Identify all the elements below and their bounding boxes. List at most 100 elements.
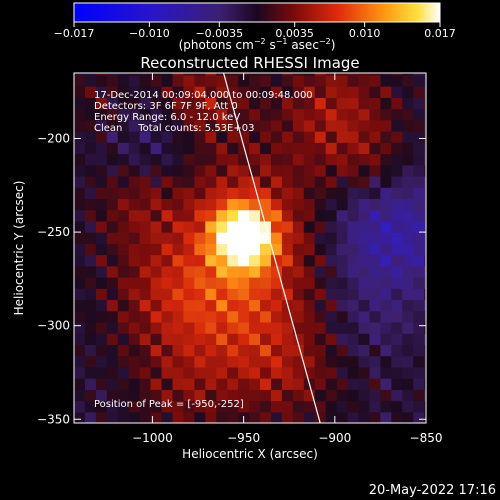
heatmap-cell (303, 321, 316, 334)
heatmap-cell (84, 86, 97, 98)
heatmap-cell (391, 220, 403, 233)
heatmap-cell (150, 366, 163, 379)
heatmap-cell (358, 220, 371, 233)
heatmap-cell (172, 277, 185, 289)
heatmap-cell (161, 400, 174, 413)
heatmap-cell (336, 153, 349, 166)
heatmap-cell (238, 243, 250, 256)
heatmap-cell (95, 389, 108, 402)
heatmap-cell (205, 344, 217, 357)
heatmap-cell (336, 209, 349, 222)
heatmap-cell (270, 97, 283, 110)
heatmap-cell (216, 74, 228, 87)
heatmap-cell (336, 220, 349, 233)
heatmap-cell (227, 153, 239, 166)
heatmap-cell (413, 299, 425, 312)
heatmap-cell (260, 254, 272, 267)
heatmap-cell (249, 86, 261, 98)
x-tick-label: −950 (227, 431, 260, 445)
heatmap-cell (74, 86, 86, 98)
heatmap-cell (194, 153, 206, 166)
heatmap-cell (106, 299, 119, 312)
heatmap-cell (325, 366, 338, 379)
heatmap-cell (336, 400, 349, 413)
heatmap-cell (336, 411, 349, 423)
heatmap-cell (281, 400, 294, 413)
annotation-energy-range: Energy Range: 6.0 - 12.0 keV (94, 112, 240, 123)
heatmap-cell (424, 400, 426, 413)
heatmap-cell (238, 119, 250, 132)
heatmap-cell (281, 108, 294, 121)
heatmap-cell (391, 299, 403, 312)
x-tick-label: −1000 (132, 431, 173, 445)
heatmap-cell (303, 411, 316, 423)
heatmap-cell (161, 73, 174, 76)
heatmap-cell (270, 366, 283, 379)
heatmap-cell (194, 389, 206, 402)
heatmap-cell (424, 299, 426, 312)
heatmap-cell (325, 288, 338, 301)
heatmap-cell (358, 153, 371, 166)
heatmap-cell (183, 344, 195, 357)
heatmap-cell (336, 243, 349, 256)
heatmap-cell (227, 389, 239, 402)
heatmap-cell (413, 333, 425, 345)
heatmap-cell (172, 378, 185, 390)
heatmap-cell (314, 86, 327, 98)
heatmap-cell (139, 164, 152, 177)
heatmap-cell (128, 97, 141, 110)
heatmap-cell (128, 288, 141, 301)
heatmap-cell (270, 299, 283, 312)
heatmap-cell (183, 378, 195, 390)
heatmap-cell (292, 333, 305, 345)
heatmap-cell (336, 86, 349, 98)
heatmap-cell (424, 378, 426, 390)
heatmap-cell (95, 265, 108, 278)
heatmap-cell (238, 153, 250, 166)
heatmap-cell (260, 153, 272, 166)
heatmap-cell (270, 209, 283, 222)
heatmap-cell (281, 198, 294, 211)
heatmap-cell (117, 97, 130, 110)
heatmap-cell (194, 344, 206, 357)
heatmap-cell (106, 265, 119, 278)
heatmap-cell (249, 277, 261, 289)
heatmap-cell (314, 153, 327, 166)
heatmap-cell (358, 277, 371, 289)
heatmap-cells (74, 73, 426, 423)
heatmap-cell (227, 108, 239, 121)
heatmap-cell (314, 131, 327, 143)
heatmap-cell (369, 411, 382, 423)
heatmap-cell (336, 254, 349, 267)
heatmap-cell (314, 254, 327, 267)
heatmap-cell (117, 288, 130, 301)
heatmap-cell (391, 288, 403, 301)
heatmap-cell (303, 333, 316, 345)
heatmap-cell (150, 108, 163, 121)
heatmap-cell (391, 344, 403, 357)
heatmap-cell (369, 254, 382, 267)
heatmap-cell (303, 243, 316, 256)
heatmap-cell (74, 265, 86, 278)
heatmap-cell (369, 198, 382, 211)
heatmap-cell (260, 108, 272, 121)
heatmap-cell (150, 310, 163, 323)
heatmap-cell (391, 265, 403, 278)
heatmap-cell (84, 366, 97, 379)
heatmap-cell (314, 97, 327, 110)
heatmap-cell (281, 131, 294, 143)
colorbar-tick-label: 0.0035 (275, 27, 314, 40)
heatmap-cell (95, 220, 108, 233)
heatmap-cell (391, 232, 403, 244)
heatmap-cell (347, 142, 360, 155)
heatmap-cell (369, 378, 382, 390)
heatmap-cell (84, 344, 97, 357)
heatmap-cell (194, 187, 206, 200)
heatmap-cell (336, 142, 349, 155)
heatmap-cell (358, 74, 371, 87)
heatmap-cell (380, 333, 392, 345)
heatmap-cell (314, 187, 327, 200)
heatmap-cell (325, 74, 338, 87)
heatmap-cell (238, 265, 250, 278)
heatmap-cell (238, 299, 250, 312)
